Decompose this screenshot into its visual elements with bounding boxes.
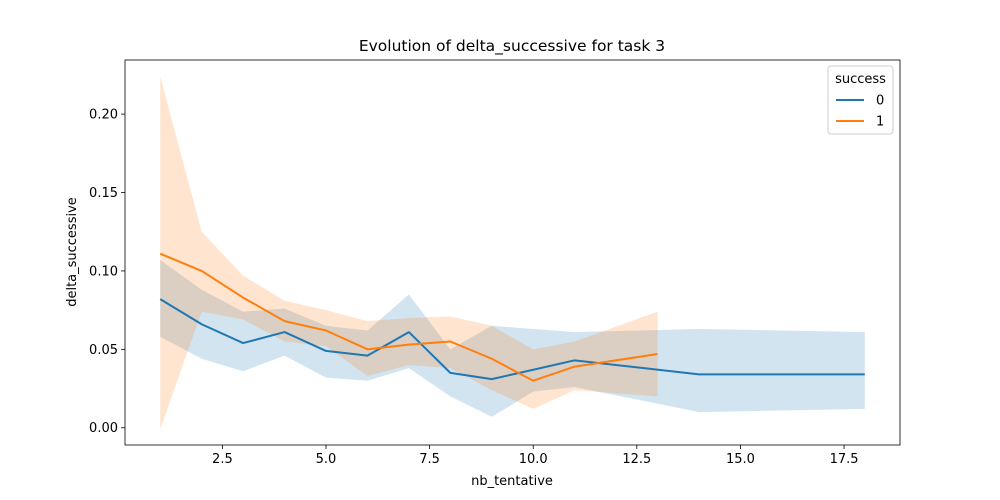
x-tick-label: 5.0 [316, 452, 337, 467]
x-tick-label: 2.5 [212, 452, 233, 467]
series-lines [159, 252, 865, 382]
plot-frame [124, 59, 901, 446]
legend-title: success [835, 72, 886, 87]
y-tick-label: 0.05 [89, 343, 118, 358]
x-axis-ticks: 2.5 5.0 7.5 10.0 12.5 15.0 17.5 [212, 445, 859, 467]
series-line-1 [159, 252, 658, 382]
chart-title: Evolution of delta_successive for task 3 [359, 37, 665, 56]
confidence-bands [160, 76, 865, 430]
x-tick-label: 15.0 [726, 452, 755, 467]
confidence-band-series-0 [160, 259, 865, 417]
x-tick-label: 17.5 [830, 452, 859, 467]
y-tick-label: 0.00 [89, 421, 118, 436]
y-axis-ticks: 0.00 0.05 0.10 0.15 0.20 [89, 108, 125, 436]
x-tick-label: 10.0 [519, 452, 548, 467]
y-axis-label: delta_successive [65, 197, 80, 307]
legend: success 0 1 [827, 65, 894, 135]
x-tick-label: 12.5 [622, 452, 651, 467]
y-tick-label: 0.10 [89, 264, 118, 279]
series-line-0 [159, 298, 865, 381]
legend-label-1: 1 [876, 115, 884, 130]
x-tick-label: 7.5 [419, 452, 440, 467]
x-axis-label: nb_tentative [471, 474, 553, 489]
legend-label-0: 0 [876, 94, 884, 109]
y-tick-label: 0.20 [89, 108, 118, 123]
confidence-band-series-1 [160, 76, 658, 430]
y-tick-label: 0.15 [89, 186, 118, 201]
